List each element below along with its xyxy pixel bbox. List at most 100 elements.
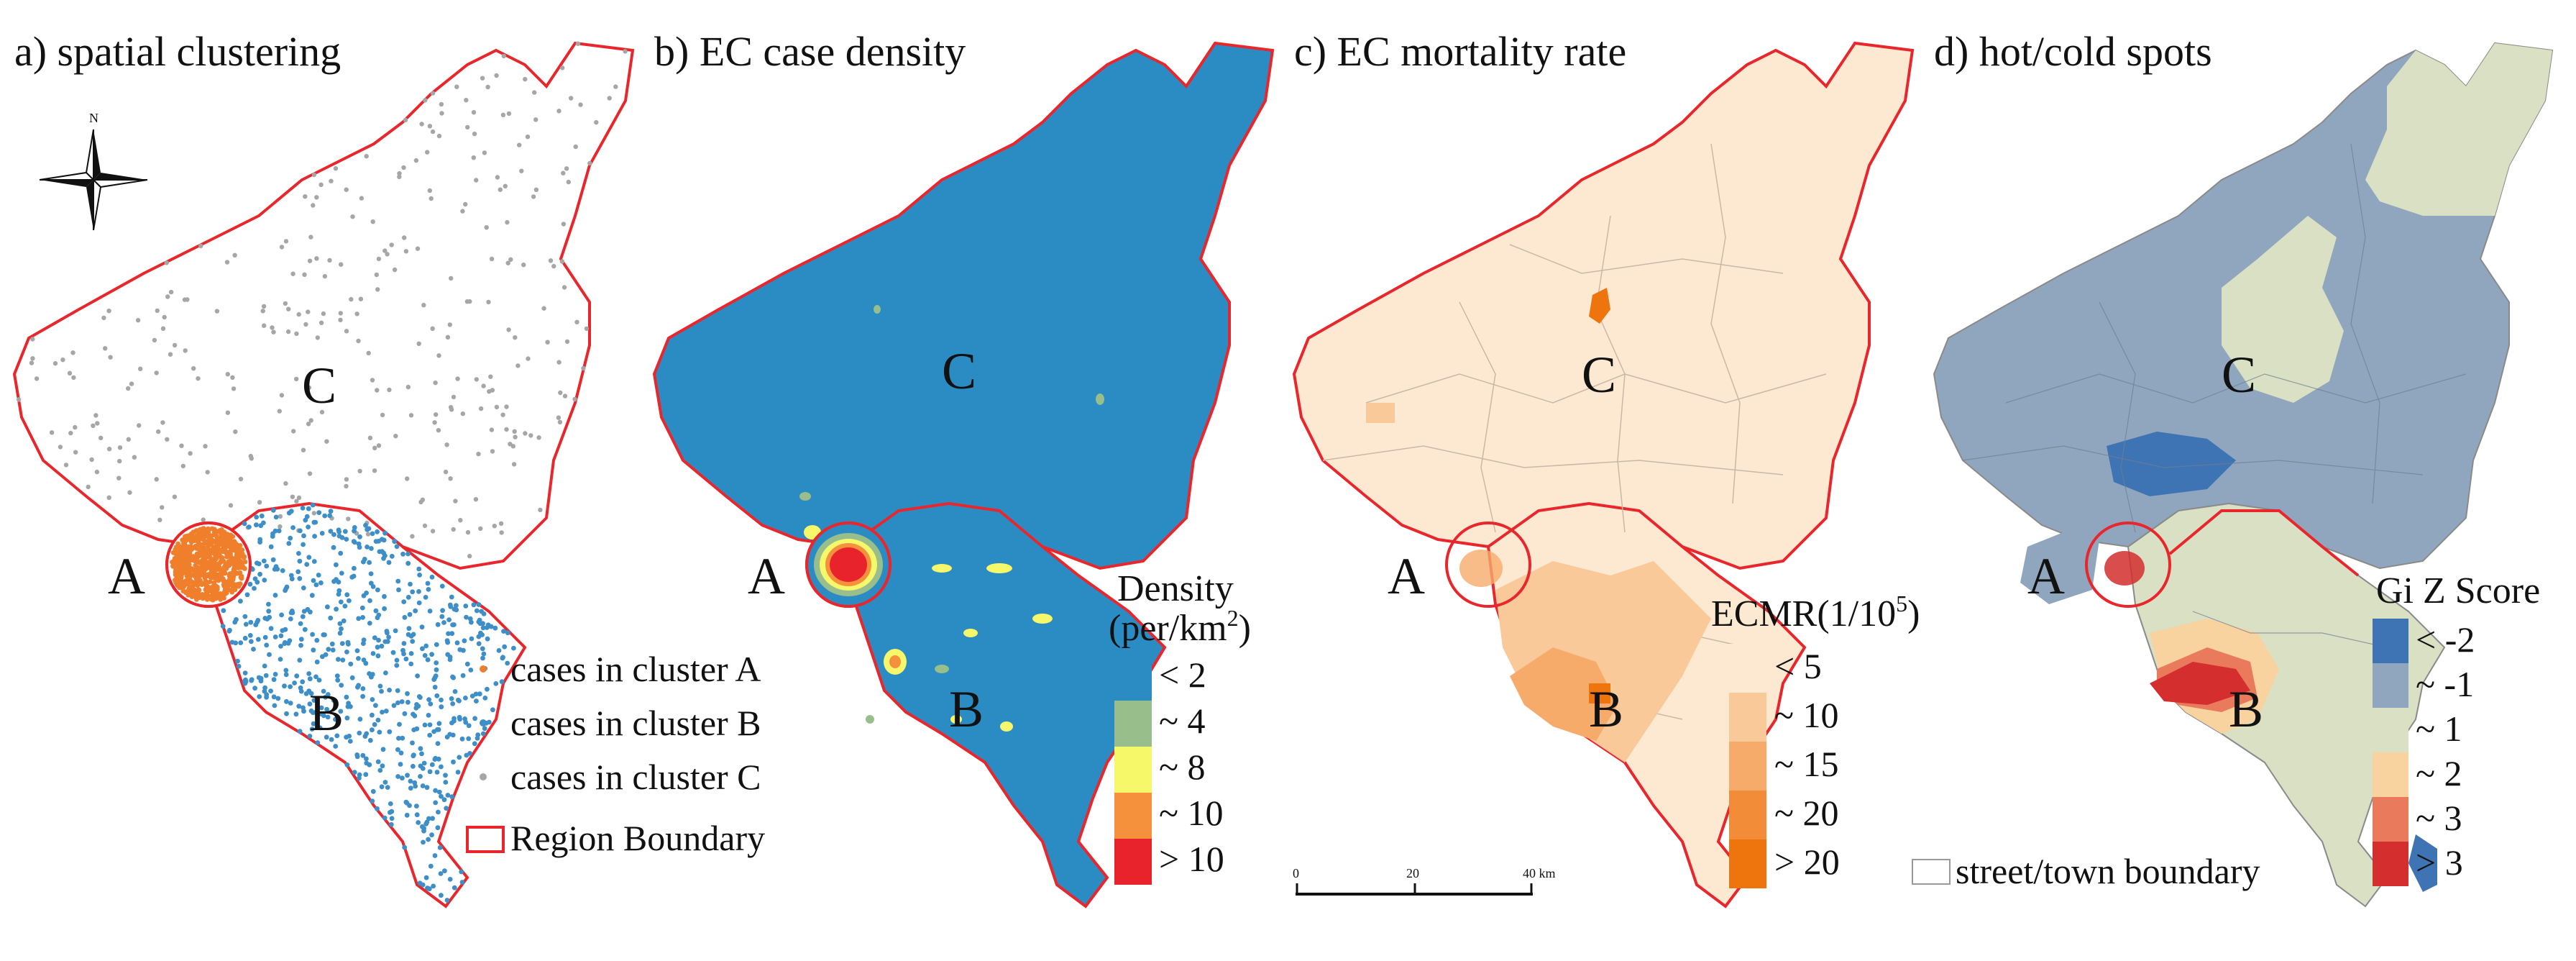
case-point	[298, 621, 303, 627]
case-point	[467, 616, 473, 621]
panel-c: c) EC mortality rate	[1280, 0, 1920, 961]
case-point	[288, 684, 293, 689]
case-point	[219, 568, 224, 574]
case-point	[310, 502, 316, 508]
case-point	[311, 511, 316, 516]
case-point	[436, 756, 441, 762]
case-point	[503, 183, 508, 188]
case-point	[531, 194, 536, 199]
case-point	[336, 657, 341, 662]
case-point	[360, 693, 365, 699]
case-point	[242, 559, 248, 565]
case-point	[506, 111, 512, 117]
hotcold-region-a-ring	[2085, 522, 2171, 608]
case-point	[278, 644, 283, 649]
case-point	[183, 348, 188, 353]
case-point	[164, 260, 169, 265]
case-point	[244, 592, 250, 598]
case-point	[185, 578, 191, 584]
case-point	[306, 309, 311, 314]
case-point	[541, 306, 546, 311]
case-point	[505, 630, 510, 636]
case-point	[480, 76, 485, 81]
case-point	[314, 256, 319, 261]
case-point	[293, 711, 299, 717]
case-point	[372, 445, 377, 450]
legend-c-title: ECMR(1/105)	[1711, 591, 1920, 634]
case-point	[225, 410, 231, 415]
case-point	[278, 524, 283, 529]
case-point	[248, 619, 254, 625]
case-point	[231, 585, 237, 590]
case-point	[303, 194, 308, 199]
case-point	[457, 714, 462, 720]
case-point	[301, 542, 306, 547]
case-point	[176, 571, 182, 577]
case-point	[578, 102, 583, 107]
case-point	[434, 660, 439, 665]
case-point	[408, 581, 413, 587]
case-point	[300, 679, 306, 685]
case-point	[225, 372, 230, 377]
street-boundary-label: street/town boundary	[1956, 851, 2260, 891]
case-point	[447, 655, 453, 660]
case-point	[229, 560, 235, 565]
case-point	[377, 729, 382, 735]
case-point	[454, 607, 459, 613]
case-point	[196, 553, 202, 559]
legend-a-label-2: cases in cluster B	[510, 703, 761, 743]
legend-b-swatch-2	[1114, 701, 1152, 747]
case-point	[154, 477, 159, 482]
case-point	[235, 658, 240, 664]
case-point	[264, 642, 270, 648]
case-point	[238, 598, 243, 604]
case-point	[428, 196, 434, 201]
case-point	[70, 350, 75, 355]
case-point	[191, 583, 196, 588]
case-point	[385, 252, 390, 257]
case-point	[432, 685, 438, 690]
case-point	[284, 711, 289, 716]
case-point	[437, 844, 443, 850]
case-point	[466, 736, 472, 742]
case-point	[356, 338, 361, 344]
case-point	[94, 469, 100, 475]
case-point	[564, 166, 569, 171]
case-point	[196, 527, 202, 533]
case-point	[204, 562, 209, 567]
case-point	[361, 637, 367, 643]
case-point	[476, 641, 482, 647]
case-point	[297, 558, 303, 564]
case-point	[506, 327, 511, 332]
legend-b-swatch-4	[1114, 793, 1152, 839]
case-point	[393, 434, 398, 439]
case-point	[160, 420, 165, 425]
case-point	[451, 527, 456, 532]
case-point	[419, 624, 425, 630]
case-point	[401, 165, 406, 170]
case-point	[273, 514, 279, 520]
case-point	[220, 624, 226, 629]
case-point	[392, 267, 398, 273]
case-point	[278, 633, 284, 639]
case-point	[221, 592, 226, 597]
case-point	[270, 325, 275, 330]
case-point	[350, 214, 355, 219]
case-point	[382, 815, 388, 821]
case-point	[279, 612, 284, 618]
case-point	[394, 657, 400, 663]
case-point	[294, 331, 299, 337]
case-point	[306, 506, 311, 511]
case-point	[326, 647, 331, 652]
case-point	[436, 353, 441, 358]
case-point	[344, 650, 349, 655]
case-point	[257, 500, 262, 505]
case-point	[98, 435, 104, 440]
case-point	[201, 537, 206, 542]
case-point	[489, 256, 495, 262]
case-point	[505, 219, 510, 225]
case-point	[370, 651, 376, 656]
case-point	[344, 477, 349, 482]
case-point	[137, 423, 142, 428]
case-point	[357, 468, 362, 474]
